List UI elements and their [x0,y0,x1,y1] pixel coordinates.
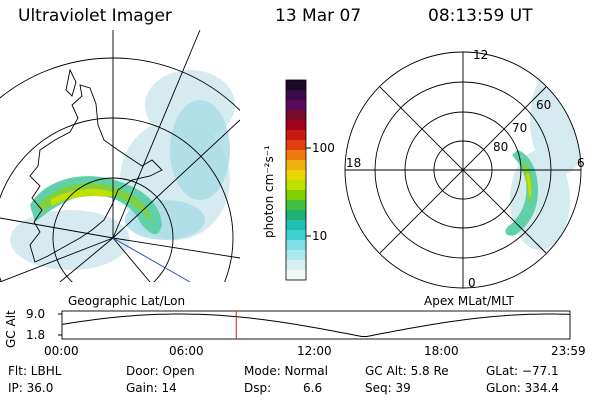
mlt-label-left: 18 [346,156,362,170]
timeline-xtick-2: 12:00 [297,344,332,358]
colorbar-segment [286,110,306,121]
colorbar-segment [286,250,306,261]
colorbar-segment [286,80,306,91]
timeline-plot [58,310,571,340]
info-ip: IP: 36.0 [8,381,54,395]
mlat-label-70: 70 [512,121,528,135]
colorbar-tick-10: 10 [312,229,328,243]
mlt-label-top: 12 [473,48,489,62]
info-glon: GLon: 334.4 [486,381,559,395]
info-seq: Seq: 39 [365,381,411,395]
graticule [0,30,240,282]
time-label: 08:13:59 UT [428,6,533,26]
info-gain: Gain: 14 [126,381,177,395]
geographic-map [0,30,240,282]
info-flt: Flt: LBHL [8,364,62,378]
colorbar-segment [286,130,306,141]
colorbar-segment [286,180,306,191]
colorbar-segment [286,240,306,251]
info-gc-alt: GC Alt: 5.8 Re [365,364,449,378]
colorbar-segment [286,170,306,181]
colorbar-segment [286,160,306,171]
instrument-title: Ultraviolet Imager [18,6,172,26]
info-glat: GLat: −77.1 [486,364,559,378]
timeline-ytick-bottom: 1.8 [26,328,46,342]
colorbar-segment [286,190,306,201]
left-panel-caption: Geographic Lat/Lon [68,294,186,308]
timeline-xtick-4: 23:59 [551,344,586,358]
right-panel-caption: Apex MLat/MLT [424,294,514,308]
coastline [29,84,163,263]
colorbar [286,80,306,281]
colorbar-segment [286,150,306,161]
timeline-xtick-3: 18:00 [424,344,459,358]
aurora-oval-right [505,150,538,236]
timeline-ylabel: GC Alt [4,310,18,348]
polar-plot [344,51,582,289]
mlat-label-60: 60 [536,98,552,112]
colorbar-segment [286,230,306,241]
timeline-xtick-0: 00:00 [44,344,79,358]
colorbar-segment [286,90,306,101]
mlt-label-bottom: 0 [468,276,476,290]
mlat-label-80: 80 [493,140,509,154]
colorbar-segment [286,270,306,281]
info-door: Door: Open [126,364,195,378]
mlt-label-right: 6 [577,156,585,170]
colorbar-segment [286,100,306,111]
timeline-xtick-1: 06:00 [169,344,204,358]
timeline-ytick-top: 9.0 [26,307,46,321]
info-dsp-value: 6.6 [303,381,323,395]
colorbar-segment [286,260,306,271]
colorbar-segment [286,140,306,151]
colorbar-segment [286,120,306,131]
colorbar-unit-label: photon cm⁻²s⁻¹ [262,145,276,238]
colorbar-tick-100: 100 [312,141,335,155]
info-dsp-label: Dsp: [244,381,272,395]
colorbar-segment [286,220,306,231]
date-label: 13 Mar 07 [275,6,362,26]
info-mode: Mode: Normal [244,364,328,378]
colorbar-segment [286,210,306,221]
colorbar-segment [286,200,306,211]
